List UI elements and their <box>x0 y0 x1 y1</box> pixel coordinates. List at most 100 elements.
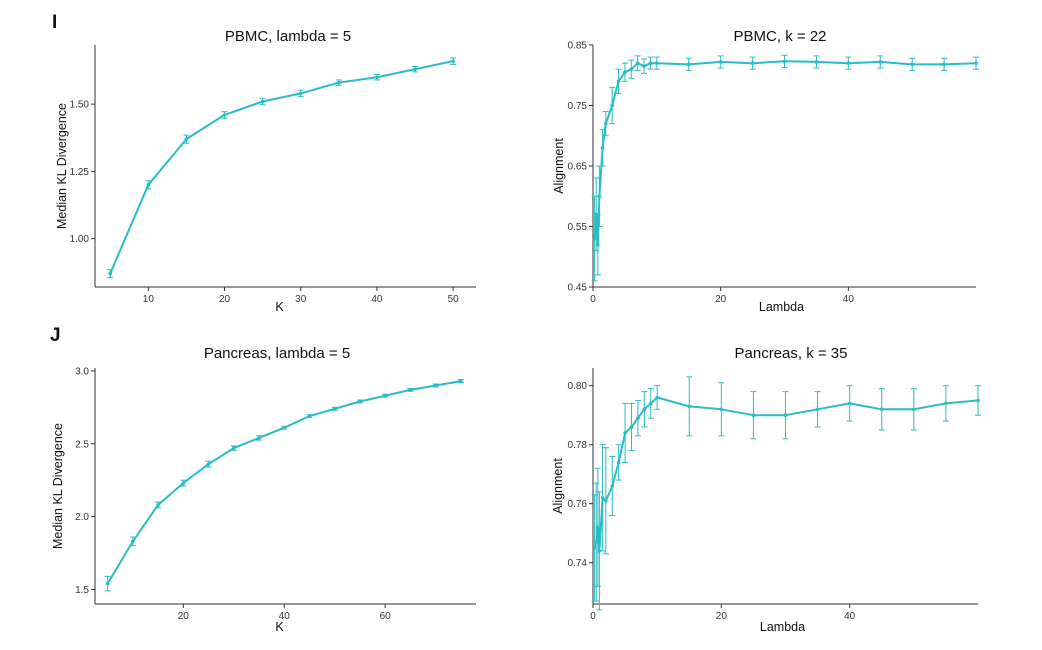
data-point <box>108 271 113 276</box>
y-tick-label: 0.76 <box>568 499 588 510</box>
y-tick-label: 1.25 <box>70 167 90 178</box>
x-tick-label: 40 <box>844 611 856 622</box>
data-point <box>878 60 883 64</box>
data-point <box>592 236 597 241</box>
x-tick-label: 20 <box>219 294 231 305</box>
y-tick-label: 0.45 <box>568 283 588 294</box>
data-point <box>910 62 914 67</box>
series-line <box>593 396 979 552</box>
data-point <box>282 425 287 430</box>
data-point <box>206 462 211 466</box>
chart-title: PBMC, k = 22 <box>734 28 827 45</box>
data-point <box>594 212 598 217</box>
data-point <box>750 61 755 65</box>
data-point <box>597 549 602 553</box>
data-point <box>974 61 978 65</box>
y-axis-label: Median KL Divergence <box>55 103 69 229</box>
data-point <box>604 498 608 503</box>
data-point <box>616 79 621 84</box>
data-point <box>222 113 227 117</box>
data-point <box>642 64 646 68</box>
chart-title: Pancreas, k = 35 <box>735 345 848 362</box>
data-point <box>623 431 627 435</box>
data-point <box>332 406 337 411</box>
data-point <box>596 525 600 530</box>
data-point <box>686 62 691 67</box>
data-point <box>146 183 151 187</box>
data-point <box>184 137 189 141</box>
y-tick-label: 3.0 <box>75 366 89 377</box>
x-tick-label: 40 <box>843 294 855 305</box>
y-tick-label: 0.85 <box>568 41 588 52</box>
x-axis-label: Lambda <box>759 300 804 314</box>
y-tick-label: 1.00 <box>70 234 90 245</box>
data-point <box>592 546 597 550</box>
data-point <box>337 80 341 85</box>
data-point <box>459 379 463 383</box>
x-tick-label: 50 <box>448 294 460 305</box>
x-axis-label: K <box>275 620 284 634</box>
data-point <box>629 67 634 71</box>
y-axis-label: Median KL Divergence <box>51 423 65 549</box>
y-axis-label: Alignment <box>552 138 566 194</box>
data-point <box>181 481 186 485</box>
data-point <box>451 59 455 63</box>
data-point <box>655 395 659 400</box>
data-point <box>751 413 756 418</box>
x-tick-label: 0 <box>590 611 596 622</box>
x-tick-label: 0 <box>590 294 596 305</box>
y-tick-label: 0.75 <box>568 101 588 112</box>
x-tick-label: 40 <box>279 611 291 622</box>
y-tick-label: 2.0 <box>75 512 89 523</box>
x-axis-label: Lambda <box>760 620 805 634</box>
data-point <box>783 413 788 418</box>
series-line <box>593 60 977 246</box>
data-point <box>597 194 602 199</box>
data-point <box>944 401 948 406</box>
data-point <box>629 425 634 429</box>
data-point <box>298 91 303 96</box>
chart-title: Pancreas, lambda = 5 <box>204 345 350 362</box>
data-point <box>383 393 387 398</box>
data-point <box>655 61 659 65</box>
data-point <box>600 496 605 500</box>
data-point <box>610 103 614 108</box>
data-point <box>814 60 819 64</box>
data-point <box>131 539 135 544</box>
x-tick-label: 60 <box>380 611 392 622</box>
data-point <box>942 62 946 67</box>
y-tick-label: 0.65 <box>568 162 588 173</box>
data-point <box>635 61 640 65</box>
chart-pancreas-lambda: Pancreas, k = 35 0 20 40 0.74 0.76 0.78 0.80 Lam… <box>551 345 981 634</box>
chart-title: PBMC, lambda = 5 <box>225 28 351 45</box>
x-tick-label: 30 <box>295 294 307 305</box>
y-tick-label: 0.55 <box>568 222 588 233</box>
data-point <box>636 416 640 420</box>
x-tick-label: 20 <box>715 294 727 305</box>
data-point <box>648 401 653 406</box>
data-point <box>231 446 236 450</box>
data-point <box>976 398 980 403</box>
chart-pbmc-k: PBMC, lambda = 5 10 20 30 40 50 1.00 1.25 1.50 K M… <box>55 28 476 314</box>
data-point <box>782 59 787 64</box>
data-point <box>595 242 600 247</box>
series-line <box>109 60 454 274</box>
data-point <box>610 484 615 488</box>
series-line <box>106 380 462 585</box>
y-tick-label: 0.80 <box>568 381 588 392</box>
chart-pbmc-lambda: PBMC, k = 22 0 20 40 0.45 0.55 0.65 0.75 0.85 Lam… <box>552 28 979 314</box>
data-point <box>358 399 362 404</box>
data-point <box>156 503 160 507</box>
data-point <box>687 404 692 409</box>
y-tick-label: 1.50 <box>70 100 90 111</box>
x-tick-label: 20 <box>178 611 190 622</box>
chart-pancreas-k: Pancreas, lambda = 5 20 40 60 1.5 2.0 2.5 3.0 K M… <box>51 345 476 634</box>
data-point <box>719 407 724 412</box>
data-point <box>307 414 312 418</box>
y-tick-label: 1.5 <box>75 585 89 596</box>
data-point <box>413 67 417 71</box>
data-point <box>600 146 605 150</box>
x-tick-label: 10 <box>143 294 155 305</box>
data-point <box>594 540 599 544</box>
